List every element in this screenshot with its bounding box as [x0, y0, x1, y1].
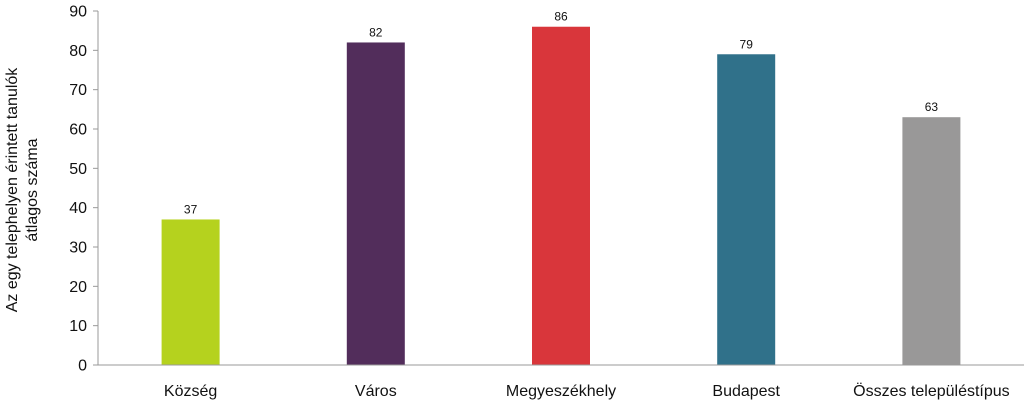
- bar: [902, 117, 961, 365]
- category-label: Budapest: [712, 383, 780, 400]
- y-tick-label: 80: [69, 43, 87, 60]
- category-label: Város: [355, 383, 397, 400]
- category-label: Megyeszékhely: [506, 383, 616, 400]
- y-axis-title-line-2: átlagos száma: [24, 138, 41, 241]
- bars: [161, 26, 961, 366]
- data-label: 37: [184, 202, 198, 216]
- data-label: 82: [369, 25, 383, 39]
- axes: [97, 11, 1024, 366]
- bar: [717, 54, 776, 366]
- y-tick-label: 50: [69, 161, 87, 178]
- category-label: Község: [164, 383, 217, 400]
- y-axis-title: Az egy telephelyen érintett tanulók átla…: [4, 67, 41, 313]
- y-axis-ticks: 0 10 20 30 40 50 60 70 80 90: [69, 4, 98, 375]
- y-axis-title-line-1: Az egy telephelyen érintett tanulók: [4, 67, 21, 313]
- data-label: 86: [554, 10, 568, 24]
- y-tick-label: 60: [69, 122, 87, 139]
- y-tick-label: 0: [78, 358, 87, 375]
- y-tick-label: 10: [69, 318, 87, 335]
- data-label: 79: [740, 37, 754, 51]
- bar: [161, 219, 220, 365]
- y-tick-label: 90: [69, 4, 87, 21]
- category-labels: Község Város Megyeszékhely Budapest Összes t…: [164, 382, 1010, 400]
- bar: [346, 42, 405, 365]
- y-tick-label: 40: [69, 200, 87, 217]
- bar: [532, 26, 590, 365]
- data-label: 63: [925, 100, 939, 114]
- y-tick-label: 70: [69, 82, 87, 99]
- data-labels: 37 82 86 79 63: [184, 10, 938, 217]
- category-label: Összes településtípus: [853, 382, 1010, 400]
- y-tick-label: 30: [69, 240, 87, 257]
- y-tick-label: 20: [69, 279, 87, 296]
